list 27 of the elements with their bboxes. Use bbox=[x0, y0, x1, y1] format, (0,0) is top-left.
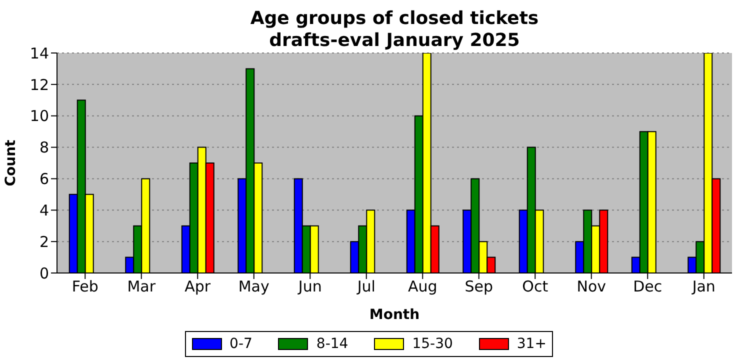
legend-label: 8-14 bbox=[316, 336, 348, 352]
x-tick-label: Jun bbox=[297, 278, 322, 296]
x-tick-label: Apr bbox=[184, 278, 212, 296]
y-tick-label: 4 bbox=[39, 201, 49, 220]
x-tick-label: Oct bbox=[522, 278, 548, 296]
y-tick-label: 14 bbox=[30, 44, 49, 62]
x-axis-title: Month bbox=[369, 307, 420, 323]
y-tick-label: 10 bbox=[30, 107, 49, 126]
y-tick-label: 2 bbox=[39, 232, 49, 251]
x-tick-label: May bbox=[238, 278, 270, 296]
x-tick-label: Dec bbox=[633, 278, 662, 296]
x-tick-label: Sep bbox=[464, 278, 494, 296]
y-tick-label: 0 bbox=[39, 264, 49, 282]
y-axis-title: Count bbox=[2, 139, 19, 186]
x-tick-label: Aug bbox=[408, 278, 438, 296]
y-tick-label: 12 bbox=[30, 76, 49, 94]
chart-title: Age groups of closed tickets drafts-eval January 2025 bbox=[249, 8, 540, 52]
legend-label: 15-30 bbox=[412, 336, 453, 352]
legend-label: 0-7 bbox=[230, 336, 252, 352]
y-tick-label: 6 bbox=[39, 170, 49, 188]
x-tick-label: Jul bbox=[356, 278, 376, 296]
y-tick-label: 8 bbox=[39, 138, 49, 157]
x-tick-label: Nov bbox=[576, 278, 606, 296]
x-tick-label: Mar bbox=[127, 278, 156, 296]
x-tick-label: Feb bbox=[72, 278, 98, 296]
x-tick-label: Jan bbox=[691, 278, 716, 296]
legend-label: 31+ bbox=[516, 336, 546, 352]
